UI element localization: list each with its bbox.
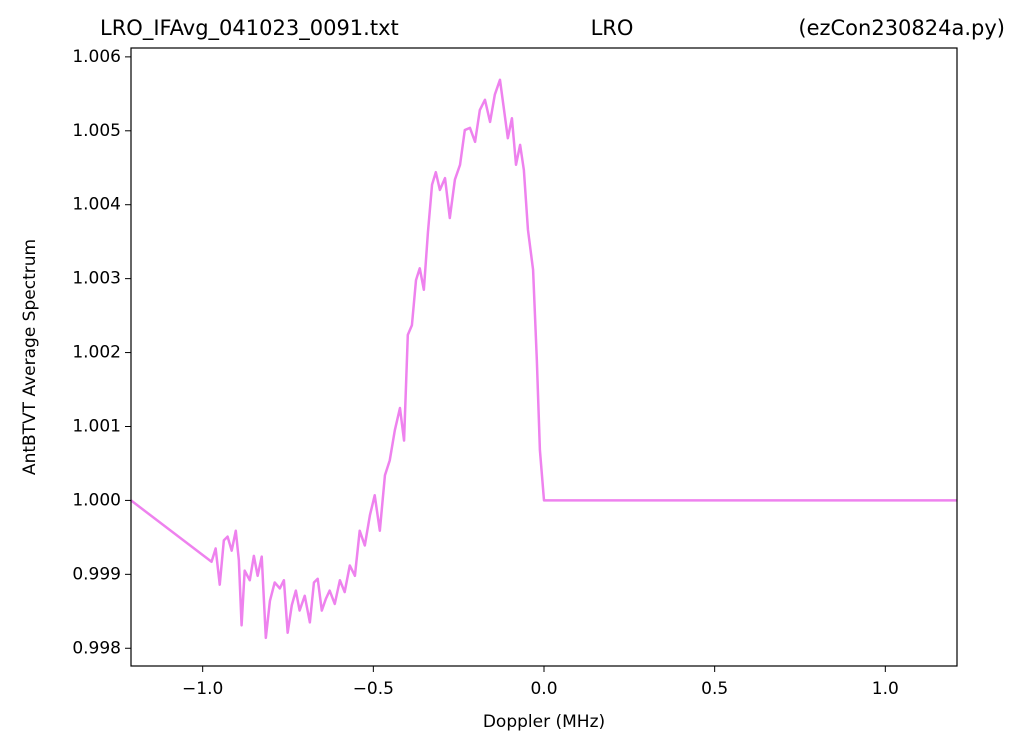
x-axis-label: Doppler (MHz) <box>483 712 605 732</box>
y-axis-label: AntBTVT Average Spectrum <box>20 239 40 475</box>
x-tick-label: 0.5 <box>701 679 728 699</box>
y-tick-label: 0.998 <box>72 638 121 658</box>
y-tick-label: 0.999 <box>72 564 121 584</box>
title-right: (ezCon230824a.py) <box>798 16 1005 40</box>
data-line <box>130 78 957 640</box>
y-tick-label: 1.006 <box>72 47 121 67</box>
y-tick-label: 1.000 <box>72 490 121 510</box>
y-tick-label: 1.004 <box>72 195 121 215</box>
title-left: LRO_IFAvg_041023_0091.txt <box>100 16 399 41</box>
x-tick-label: −0.5 <box>353 679 394 699</box>
x-tick-label: 1.0 <box>872 679 899 699</box>
y-tick-label: 1.005 <box>72 121 121 141</box>
chart-title: LRO <box>591 16 634 40</box>
x-tick-label: −1.0 <box>182 679 223 699</box>
y-tick-label: 1.001 <box>72 416 121 436</box>
plot-frame <box>130 47 958 667</box>
y-tick-label: 1.003 <box>72 269 121 289</box>
y-tick-label: 1.002 <box>72 343 121 363</box>
x-tick-label: 0.0 <box>530 679 557 699</box>
